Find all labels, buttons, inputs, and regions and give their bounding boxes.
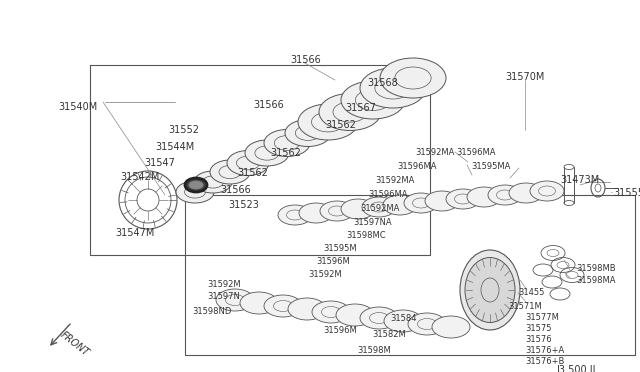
Text: J3 500 II: J3 500 II <box>556 365 595 372</box>
Text: 31547: 31547 <box>144 158 175 168</box>
Text: 31592MA: 31592MA <box>415 148 454 157</box>
Text: 31576: 31576 <box>525 335 552 344</box>
Ellipse shape <box>408 313 446 335</box>
Ellipse shape <box>404 193 438 213</box>
Ellipse shape <box>189 181 203 189</box>
Ellipse shape <box>194 171 232 193</box>
Ellipse shape <box>245 140 289 166</box>
Ellipse shape <box>320 201 354 221</box>
Text: 31596M: 31596M <box>323 326 356 335</box>
Ellipse shape <box>465 257 515 323</box>
Ellipse shape <box>341 81 405 119</box>
Ellipse shape <box>278 205 312 225</box>
Ellipse shape <box>360 307 398 329</box>
Text: 31596MA: 31596MA <box>397 162 436 171</box>
Ellipse shape <box>446 189 480 209</box>
Ellipse shape <box>210 160 250 184</box>
Text: 31582M: 31582M <box>372 330 406 339</box>
Text: 31592M: 31592M <box>207 280 241 289</box>
Text: 31567: 31567 <box>345 103 376 113</box>
Ellipse shape <box>380 58 446 98</box>
Text: 31575: 31575 <box>525 324 552 333</box>
Ellipse shape <box>216 289 254 311</box>
Text: 31597N: 31597N <box>207 292 240 301</box>
Ellipse shape <box>341 199 375 219</box>
Ellipse shape <box>264 129 310 157</box>
Ellipse shape <box>509 183 543 203</box>
Ellipse shape <box>530 181 564 201</box>
Text: 31547M: 31547M <box>115 228 154 238</box>
Ellipse shape <box>299 203 333 223</box>
Ellipse shape <box>298 104 358 140</box>
Ellipse shape <box>425 191 459 211</box>
Ellipse shape <box>432 316 470 338</box>
Text: 31596MA: 31596MA <box>368 190 408 199</box>
Ellipse shape <box>336 304 374 326</box>
Ellipse shape <box>312 301 350 323</box>
Text: FRONT: FRONT <box>59 330 92 358</box>
Ellipse shape <box>285 119 331 147</box>
Ellipse shape <box>460 250 520 330</box>
Text: 31552: 31552 <box>168 125 199 135</box>
Ellipse shape <box>176 181 214 203</box>
Text: 31562: 31562 <box>325 120 356 130</box>
Text: 31562: 31562 <box>270 148 301 158</box>
Text: 31598MA: 31598MA <box>576 276 616 285</box>
Ellipse shape <box>288 298 326 320</box>
Text: 31576+B: 31576+B <box>525 357 564 366</box>
Text: 31598ND: 31598ND <box>192 307 232 316</box>
Ellipse shape <box>264 295 302 317</box>
Text: 31544M: 31544M <box>155 142 195 152</box>
Text: 31584: 31584 <box>390 314 417 323</box>
Ellipse shape <box>383 195 417 215</box>
Text: 31596MA: 31596MA <box>456 148 495 157</box>
Text: 31595M: 31595M <box>323 244 356 253</box>
Text: 31570M: 31570M <box>505 72 545 82</box>
Text: 31576+A: 31576+A <box>525 346 564 355</box>
Ellipse shape <box>360 68 426 108</box>
Text: 31523: 31523 <box>228 200 259 210</box>
Ellipse shape <box>467 187 501 207</box>
Text: 31598MC: 31598MC <box>346 231 386 240</box>
Ellipse shape <box>319 93 381 131</box>
Text: 31555: 31555 <box>613 188 640 198</box>
Text: 31473M: 31473M <box>560 175 599 185</box>
Ellipse shape <box>362 197 396 217</box>
Text: 31568: 31568 <box>367 78 397 88</box>
Text: 31592MA: 31592MA <box>375 176 414 185</box>
Ellipse shape <box>240 292 278 314</box>
Text: 31598M: 31598M <box>357 346 391 355</box>
Text: 31540M: 31540M <box>58 102 97 112</box>
Text: 31596M: 31596M <box>316 257 349 266</box>
Text: 31455: 31455 <box>518 288 545 297</box>
Text: 31566: 31566 <box>290 55 321 65</box>
Text: 31577M: 31577M <box>525 313 559 322</box>
Ellipse shape <box>227 151 269 176</box>
Ellipse shape <box>384 310 422 332</box>
Text: 31571M: 31571M <box>508 302 541 311</box>
Text: 31566: 31566 <box>253 100 284 110</box>
Text: 31566: 31566 <box>220 185 251 195</box>
Text: 31542M: 31542M <box>120 172 159 182</box>
Text: 31595MA: 31595MA <box>471 162 510 171</box>
Text: 31592M: 31592M <box>308 270 342 279</box>
Text: 31592MA: 31592MA <box>360 204 399 213</box>
Text: 31562: 31562 <box>237 168 268 178</box>
Ellipse shape <box>185 178 207 192</box>
Text: 31597NA: 31597NA <box>353 218 392 227</box>
Ellipse shape <box>488 185 522 205</box>
Text: 31598MB: 31598MB <box>576 264 616 273</box>
